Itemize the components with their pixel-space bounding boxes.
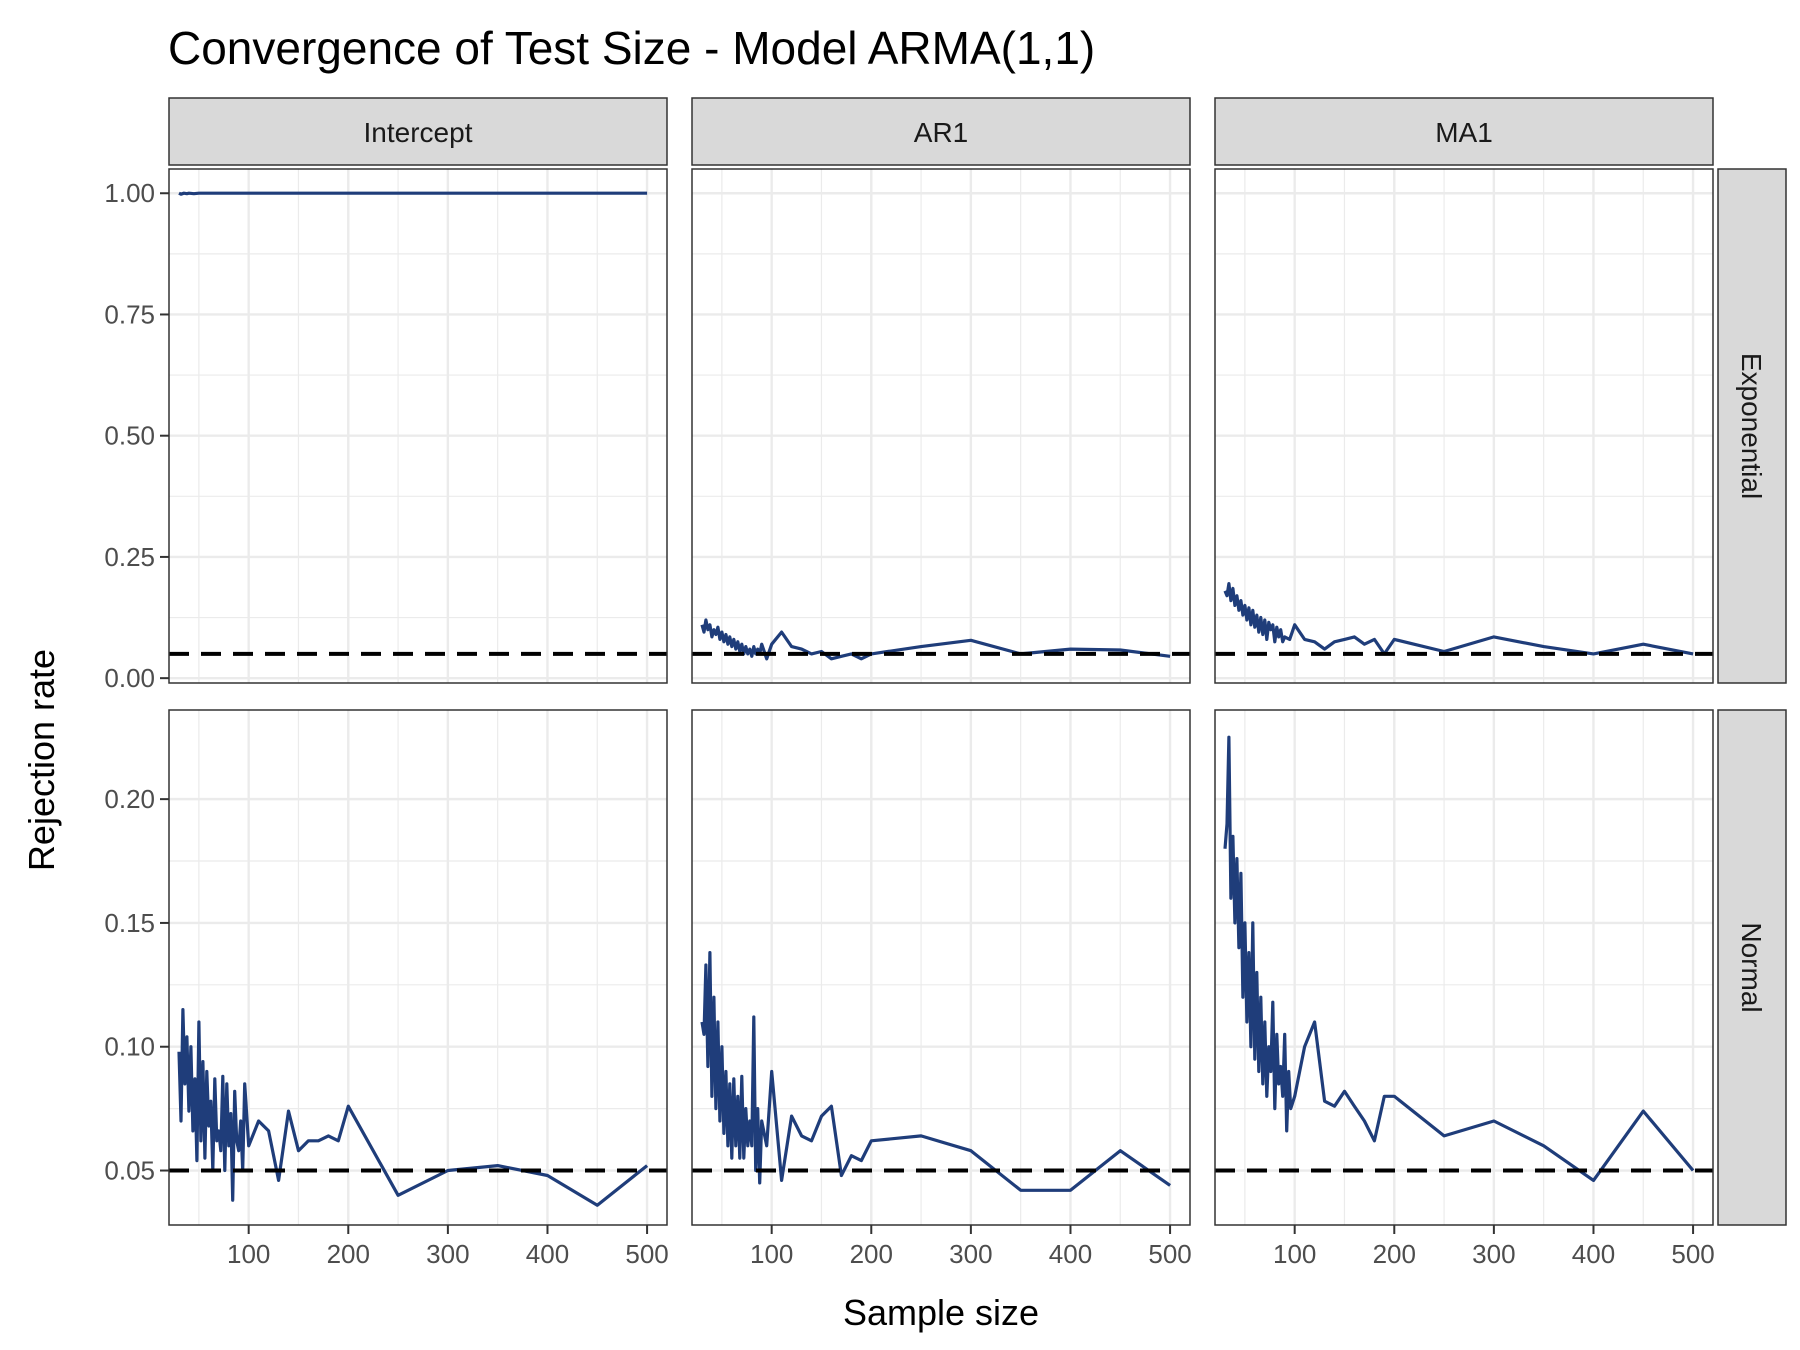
panel-border <box>1214 168 1714 684</box>
panel-exponential-ma1 <box>1214 168 1714 684</box>
column-strip-label: AR1 <box>914 117 968 148</box>
panel-border <box>168 709 668 1226</box>
x-tick-label: 400 <box>1572 1239 1615 1269</box>
y-tick-label: 0.15 <box>104 908 155 938</box>
x-tick-label: 300 <box>1472 1239 1515 1269</box>
column-strip <box>691 97 1191 166</box>
row-strip-label: Exponential <box>1736 353 1767 499</box>
panel-background <box>692 169 1190 683</box>
panel-background <box>1215 710 1713 1225</box>
y-tick-label: 0.00 <box>104 663 155 693</box>
series-line <box>700 950 1172 1192</box>
y-tick-label: 0.05 <box>104 1156 155 1186</box>
x-tick-label: 500 <box>1671 1239 1714 1269</box>
series-line <box>1223 735 1695 1183</box>
series-line <box>700 618 1171 661</box>
column-strip <box>168 97 668 166</box>
y-tick-label: 1.00 <box>104 178 155 208</box>
y-tick-label: 0.10 <box>104 1032 155 1062</box>
panel-border <box>1214 709 1714 1226</box>
x-axis-title: Sample size <box>843 1292 1039 1333</box>
x-tick-label: 400 <box>1049 1239 1092 1269</box>
x-tick-label: 400 <box>526 1239 569 1269</box>
row-strip <box>1717 168 1787 684</box>
chart-title: Convergence of Test Size - Model ARMA(1,… <box>168 22 1095 74</box>
y-tick-label: 0.50 <box>104 421 155 451</box>
x-tick-label: 200 <box>850 1239 893 1269</box>
column-strip <box>1214 97 1714 166</box>
row-strip <box>1717 709 1787 1226</box>
y-tick-label: 0.20 <box>104 784 155 814</box>
column-strip-label: MA1 <box>1435 117 1493 148</box>
x-tick-label: 200 <box>1373 1239 1416 1269</box>
x-tick-label: 500 <box>1148 1239 1191 1269</box>
panel-exponential-intercept: 0.00 0.25 0.50 0.75 1.00 <box>104 168 668 693</box>
x-tick-label: 100 <box>750 1239 793 1269</box>
panel-border <box>168 168 668 684</box>
x-tick-label: 300 <box>426 1239 469 1269</box>
x-tick-label: 500 <box>625 1239 668 1269</box>
panel-normal-intercept: 0.05 0.10 0.15 0.20 100 200 300 400 500 <box>104 709 669 1269</box>
x-tick-label: 100 <box>1273 1239 1316 1269</box>
panel-grid: Intercept AR1 MA1 Exponential Normal 0.00 0.25… <box>104 97 1787 1269</box>
panel-normal-ar1: 100 200 300 400 500 <box>691 709 1192 1269</box>
column-strip-label: Intercept <box>364 117 473 148</box>
x-tick-label: 200 <box>327 1239 370 1269</box>
panel-normal-ma1: 100 200 300 400 500 <box>1214 709 1715 1269</box>
x-tick-label: 300 <box>949 1239 992 1269</box>
y-tick-label: 0.75 <box>104 299 155 329</box>
panel-background <box>1215 169 1713 683</box>
series-line <box>177 1007 649 1207</box>
panel-exponential-ar1 <box>691 168 1191 684</box>
y-axis-title: Rejection rate <box>21 649 62 871</box>
row-strip-label: Normal <box>1736 922 1767 1012</box>
panel-border <box>691 709 1191 1226</box>
x-tick-label: 100 <box>227 1239 270 1269</box>
y-tick-label: 0.25 <box>104 542 155 572</box>
series-line <box>1223 581 1694 656</box>
series-line <box>178 191 648 196</box>
panel-background <box>692 710 1190 1225</box>
panel-border <box>691 168 1191 684</box>
panel-background <box>169 169 667 683</box>
